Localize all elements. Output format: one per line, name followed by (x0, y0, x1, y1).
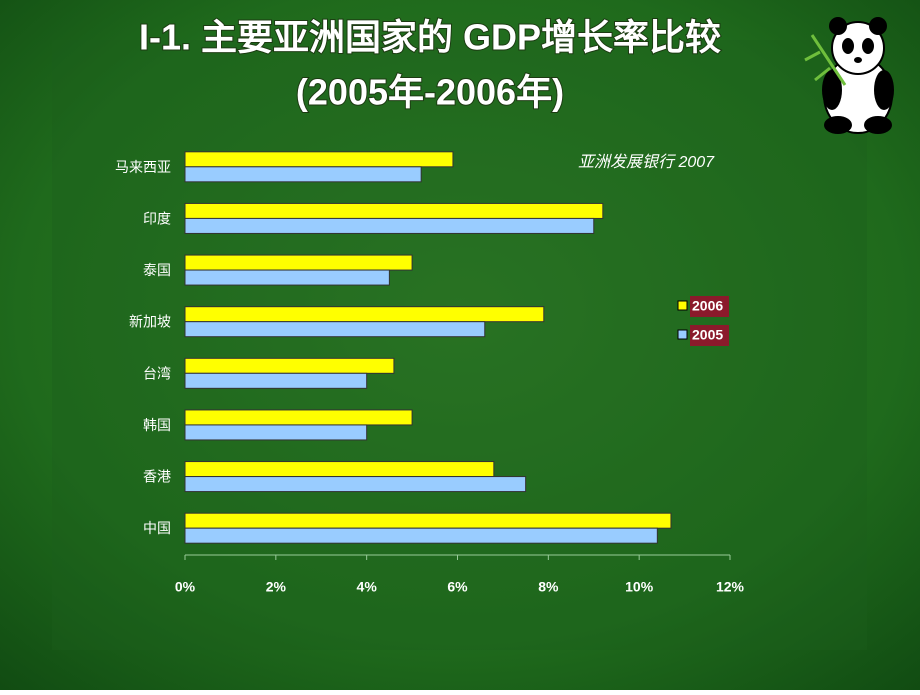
legend-swatch (677, 329, 688, 340)
panda (804, 17, 894, 134)
x-tick-label: 12% (716, 579, 745, 595)
x-tick-label: 2% (266, 579, 287, 595)
x-tick-label: 4% (357, 579, 378, 595)
bar (184, 254, 413, 271)
plot-panel (52, 40, 867, 650)
bar (184, 151, 454, 168)
bar (184, 321, 486, 338)
y-tick-label: 韩国 (143, 418, 171, 434)
y-tick-label: 马来西亚 (115, 160, 171, 176)
annotation: 亚洲发展银行 2007 (578, 153, 715, 171)
y-tick-label: 香港 (143, 470, 171, 486)
bar (184, 461, 495, 478)
x-tick-label: 10% (625, 579, 654, 595)
y-tick-label: 泰国 (143, 263, 171, 279)
legend-label: 2006 (692, 298, 723, 314)
bar (184, 217, 595, 234)
bar (184, 357, 395, 374)
bar (184, 306, 545, 323)
bar (184, 476, 527, 493)
y-tick-label: 中国 (143, 521, 171, 537)
bar (184, 409, 413, 426)
x-tick-label: 0% (175, 579, 196, 595)
y-tick-label: 印度 (143, 211, 171, 227)
legend-label: 2005 (692, 327, 723, 343)
bar (184, 372, 368, 389)
chart-title: I-1. 主要亚洲国家的 GDP增长率比较 (139, 17, 721, 58)
bar (184, 424, 368, 441)
chart-subtitle: (2005年-2006年) (296, 72, 564, 113)
x-tick-label: 6% (447, 579, 468, 595)
bar (184, 269, 390, 286)
bar (184, 527, 658, 544)
bar (184, 202, 604, 219)
legend-label-bg (690, 296, 729, 317)
bar (184, 512, 672, 529)
legend-swatch (677, 300, 688, 311)
y-tick-label: 新加坡 (129, 315, 171, 331)
legend-label-bg (690, 325, 729, 346)
bar (184, 166, 422, 183)
x-tick-label: 8% (538, 579, 559, 595)
y-tick-label: 台湾 (143, 365, 171, 382)
